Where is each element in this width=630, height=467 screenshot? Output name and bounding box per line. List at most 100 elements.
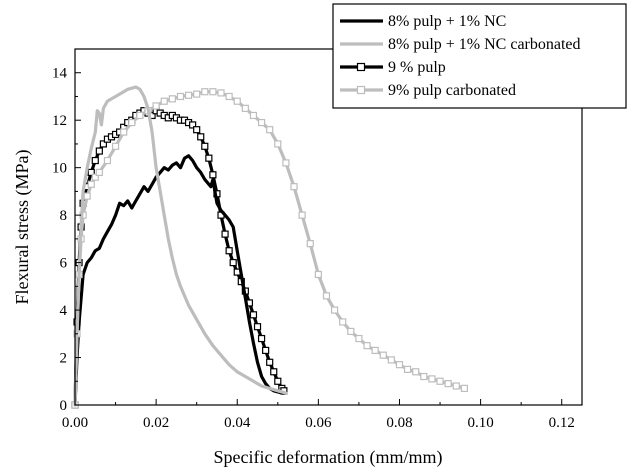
series-marker-3 — [120, 128, 128, 136]
series-line-1 — [73, 85, 288, 407]
series-marker-2 — [249, 311, 258, 319]
series-marker-2 — [201, 142, 209, 150]
series-marker-3 — [428, 375, 436, 383]
series-marker-2 — [87, 168, 95, 177]
series-marker-3 — [168, 95, 176, 103]
series-marker-2 — [266, 358, 274, 366]
y-tick-label: 10 — [52, 161, 67, 177]
series-marker-2 — [99, 140, 107, 148]
series-marker-3 — [460, 384, 468, 392]
series-marker-3 — [193, 90, 201, 98]
series-marker-3 — [233, 97, 241, 105]
x-tick-label: 0.00 — [62, 415, 88, 431]
series-marker-3 — [274, 140, 282, 148]
series-marker-3 — [241, 104, 249, 112]
plot-frame — [74, 48, 583, 406]
series-marker-2 — [197, 133, 205, 141]
series-marker-3 — [103, 156, 112, 165]
legend-label: 9% pulp carbonated — [388, 82, 516, 99]
series-marker-3 — [314, 270, 322, 279]
y-tick-label: 6 — [60, 256, 68, 272]
series-marker-3 — [298, 211, 306, 219]
x-tick-label: 0.04 — [224, 415, 251, 431]
series-marker-3 — [184, 91, 193, 99]
x-tick-label: 0.06 — [305, 415, 332, 431]
y-tick-label: 12 — [52, 113, 67, 129]
series-marker-3 — [257, 118, 266, 127]
legend-marker — [356, 62, 366, 72]
x-tick-label: 0.08 — [386, 415, 412, 431]
legend-label: 8% pulp + 1% NC carbonated — [388, 36, 581, 53]
legend-label: 8% pulp + 1% NC — [388, 13, 506, 30]
series-marker-3 — [152, 102, 160, 110]
series-marker-3 — [290, 183, 298, 191]
y-axis-title: Flexural stress (MPa) — [12, 150, 33, 305]
series-marker-3 — [387, 356, 395, 364]
series-marker-3 — [128, 118, 136, 127]
series-marker-2 — [193, 126, 201, 134]
series-marker-2 — [270, 368, 278, 376]
series-marker-3 — [176, 92, 185, 101]
x-tick-label: 0.10 — [467, 415, 493, 431]
series-marker-3 — [363, 342, 371, 350]
series-marker-2 — [225, 247, 233, 255]
series-marker-3 — [355, 334, 363, 343]
series-marker-3 — [209, 88, 217, 96]
legend-label: 9 % pulp — [388, 59, 446, 76]
series-marker-3 — [136, 111, 144, 120]
series-marker-3 — [412, 368, 420, 376]
series-marker-3 — [201, 88, 209, 96]
y-tick-label: 0 — [60, 398, 68, 414]
series-marker-2 — [229, 259, 237, 267]
series-marker-2 — [274, 377, 282, 385]
series-marker-2 — [221, 230, 229, 238]
x-axis-title: Specific deformation (mm/mm) — [214, 447, 443, 467]
series-marker-3 — [379, 351, 387, 359]
series-marker-3 — [347, 327, 355, 336]
series-line-2 — [73, 109, 286, 407]
legend: 8% pulp + 1% NC 8% pulp + 1% NC carbonate… — [332, 3, 627, 109]
series-marker-3 — [371, 346, 379, 355]
series-line-0 — [73, 154, 288, 407]
series-marker-3 — [322, 292, 331, 300]
y-axis: 0 2 4 6 8 10 12 14 — [52, 48, 81, 414]
series-marker-3 — [249, 111, 258, 120]
series-marker-2 — [262, 346, 270, 355]
series-marker-3 — [330, 306, 339, 314]
series-marker-2 — [253, 323, 262, 331]
series-marker-3 — [282, 159, 290, 167]
x-tick-label: 0.02 — [143, 415, 169, 431]
series-marker-3 — [339, 318, 347, 326]
series-marker-3 — [160, 97, 168, 105]
series-marker-3 — [111, 142, 120, 150]
series-marker-3 — [217, 89, 225, 97]
y-tick-label: 14 — [52, 66, 68, 82]
x-tick-label: 0.12 — [549, 415, 575, 431]
series-marker-2 — [91, 156, 99, 165]
y-tick-label: 8 — [60, 208, 68, 224]
series-marker-3 — [225, 92, 233, 101]
y-tick-label: 2 — [60, 351, 68, 367]
series-marker-3 — [266, 126, 274, 134]
series-marker-3 — [306, 240, 314, 248]
series-marker-2 — [209, 171, 217, 179]
series-marker-3 — [91, 173, 99, 181]
series-marker-3 — [87, 180, 95, 188]
series-marker-3 — [444, 380, 452, 388]
series-marker-3 — [436, 377, 444, 385]
series-marker-3 — [420, 372, 428, 381]
series-marker-2 — [189, 121, 197, 129]
legend-marker — [356, 85, 366, 95]
series-marker-2 — [257, 334, 266, 343]
x-axis: 0.00 0.02 0.04 0.06 0.08 0.10 0.12 — [62, 399, 575, 431]
series-marker-3 — [95, 168, 103, 177]
y-tick-label: 4 — [60, 303, 68, 319]
series-marker-3 — [83, 192, 91, 200]
series-marker-3 — [452, 382, 460, 390]
series-marker-2 — [95, 147, 103, 155]
plot-series — [71, 85, 468, 409]
series-marker-3 — [395, 361, 404, 369]
series-marker-3 — [403, 365, 412, 373]
series-marker-2 — [205, 154, 213, 162]
